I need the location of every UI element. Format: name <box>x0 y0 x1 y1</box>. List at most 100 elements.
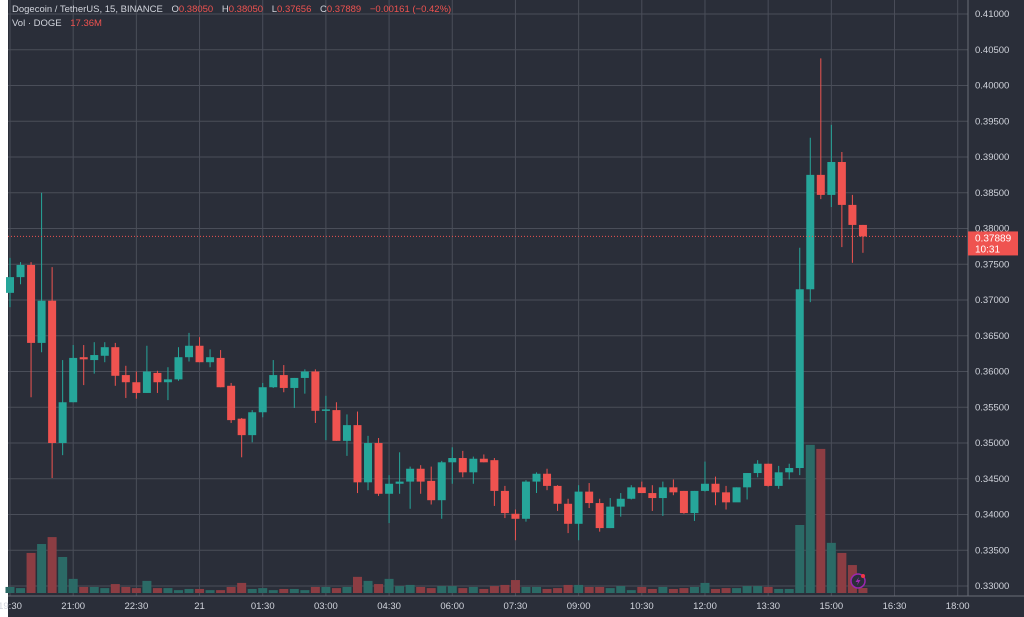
candle-body <box>100 347 109 356</box>
price-tick-label: 0.37500 <box>975 259 1009 270</box>
candle-body <box>6 277 14 293</box>
volume-bar <box>331 588 341 593</box>
candle <box>690 490 699 521</box>
volume-bar <box>173 590 183 593</box>
candle-body <box>764 463 773 486</box>
low-value: 0.37656 <box>277 4 312 15</box>
candle <box>258 382 267 418</box>
candle <box>27 262 36 398</box>
current-price-label: 0.37889 10:31 <box>968 231 1018 256</box>
volume-bar <box>110 584 120 593</box>
candle-body <box>469 458 478 473</box>
candle <box>406 466 415 509</box>
high-value: 0.38050 <box>228 4 264 15</box>
candle <box>364 435 373 491</box>
candle <box>521 480 530 522</box>
time-tick-label: 04:30 <box>377 601 401 612</box>
volume-bar <box>763 586 773 593</box>
time-tick-label: 12:00 <box>693 601 717 612</box>
candle <box>427 466 436 505</box>
symbol-title[interactable]: Dogecoin / TetherUS, 15, BINANCE <box>12 4 163 15</box>
price-tick-label: 0.34000 <box>975 510 1009 521</box>
volume-bar <box>753 586 763 593</box>
candle <box>311 369 320 423</box>
volume-bar <box>479 588 489 593</box>
candle <box>58 360 67 456</box>
volume-bar <box>510 580 520 593</box>
volume-bar <box>363 580 373 593</box>
candle-body <box>290 377 299 388</box>
volume-bar <box>237 582 247 593</box>
volume-bar <box>668 588 678 593</box>
volume-bar <box>289 588 299 593</box>
candle-body <box>816 174 825 195</box>
volume-bar <box>37 544 47 593</box>
volume-title[interactable]: Vol · DOGE <box>12 18 62 29</box>
volume-bar <box>268 590 278 593</box>
volume-bar <box>195 588 205 593</box>
candle-body <box>743 473 752 488</box>
volume-bar <box>542 588 552 593</box>
candle-body <box>195 345 204 363</box>
candle <box>711 476 720 506</box>
volume-bar <box>826 542 836 593</box>
volume-bar <box>742 586 752 593</box>
candle-body <box>848 204 857 225</box>
volume-bar <box>321 586 331 593</box>
candle-body <box>448 458 457 463</box>
candle-body <box>806 174 815 290</box>
volume-bar <box>142 580 152 593</box>
volume-bar <box>468 586 478 593</box>
time-tick-label: 21:00 <box>61 601 85 612</box>
candle <box>216 350 225 388</box>
candle <box>16 262 25 285</box>
volume-bar <box>679 588 689 593</box>
time-axis[interactable]: 19:30 21:00 22:30 21 01:30 03:00 04:30 06:00 07:… <box>0 601 970 612</box>
volume-bar <box>689 586 699 593</box>
candle-body <box>785 468 794 473</box>
volume-bar <box>584 586 594 593</box>
volume-bar <box>447 586 457 593</box>
candle-body <box>311 371 320 411</box>
lightning-icon[interactable] <box>850 573 866 589</box>
candle-body <box>500 490 509 514</box>
candle-body <box>543 473 552 486</box>
volume-bar <box>784 588 794 593</box>
candle-body <box>711 483 720 493</box>
price-tick-label: 0.36000 <box>975 367 1009 378</box>
open-label: O <box>171 4 179 15</box>
candle-body <box>858 224 867 237</box>
candle-body <box>332 410 341 441</box>
time-tick-label: 13:30 <box>756 601 780 612</box>
volume-bar <box>247 588 257 593</box>
volume-bar <box>837 552 847 593</box>
candle <box>395 452 404 494</box>
candle-body <box>532 473 541 482</box>
time-tick-label: 06:00 <box>440 601 464 612</box>
volume-bar <box>100 588 110 593</box>
price-axis[interactable]: 0.41000 0.40500 0.40000 0.39500 0.39000 0.385… <box>975 9 1009 592</box>
volume-bar <box>68 578 78 593</box>
volume-bar <box>89 586 99 593</box>
candle <box>700 461 709 492</box>
price-tick-label: 0.35000 <box>975 438 1009 449</box>
volume-bar <box>563 584 573 593</box>
candle <box>132 371 141 399</box>
volume-bar <box>352 576 362 593</box>
candle-body <box>679 490 688 514</box>
volume-bar <box>26 552 36 593</box>
candle <box>785 463 794 480</box>
candle-body <box>732 487 741 503</box>
volume-bar <box>16 588 26 593</box>
candle-body <box>79 357 88 360</box>
candle <box>248 410 257 443</box>
candle-body <box>553 485 562 504</box>
volume-bar <box>47 537 57 593</box>
candle-body <box>827 162 836 195</box>
candle-body <box>521 481 530 519</box>
candle <box>37 192 46 353</box>
change-value: −0.00161 (−0.42%) <box>369 4 452 15</box>
volume-bar <box>711 588 721 593</box>
candle-body <box>753 463 762 474</box>
